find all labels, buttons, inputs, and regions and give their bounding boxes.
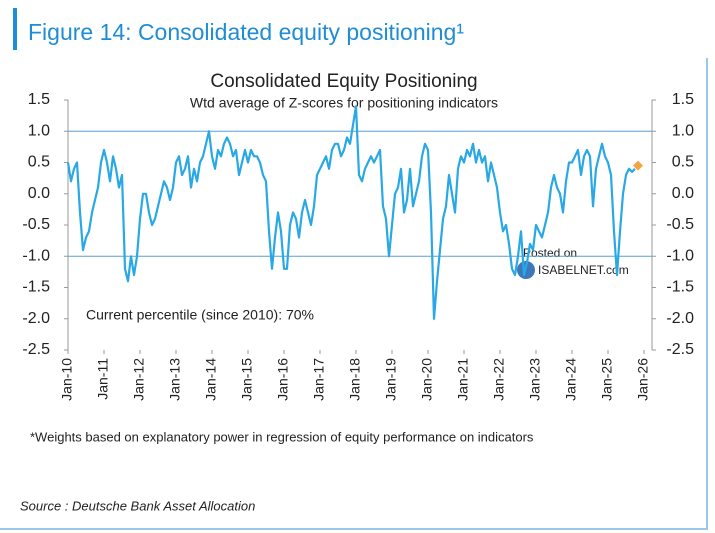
- y-tick-label: 1.5: [28, 91, 50, 108]
- x-tick-label: Jan-21: [455, 358, 471, 401]
- chart-subtitle: Wtd average of Z-scores for positioning …: [190, 95, 498, 111]
- y-tick-label: 1.0: [28, 122, 50, 139]
- watermark-line2: ISABELNET.com: [538, 263, 629, 277]
- x-tick-label: Jan-20: [419, 358, 435, 401]
- x-tick-label: Jan-26: [635, 358, 651, 401]
- y-tick-label-right: -2.5: [666, 341, 694, 358]
- y-tick-label-right: -0.5: [666, 216, 694, 233]
- x-tick-label: Jan-17: [311, 358, 327, 401]
- annotation: Current percentile (since 2010): 70%: [86, 307, 314, 323]
- x-tick-label: Jan-22: [491, 358, 507, 401]
- y-tick-label: -2.5: [22, 341, 50, 358]
- latest-marker: [633, 160, 643, 171]
- footnote: *Weights based on explanatory power in r…: [30, 429, 534, 444]
- chart-title: Consolidated Equity Positioning: [210, 71, 477, 92]
- x-tick-label: Jan-13: [167, 358, 183, 401]
- x-tick-label: Jan-24: [563, 358, 579, 401]
- accent-bar: [13, 8, 17, 50]
- series-line: [66, 105, 636, 320]
- x-tick-label: Jan-25: [599, 358, 615, 401]
- y-tick-label-right: -1.5: [666, 279, 694, 296]
- y-tick-label-right: -2.0: [666, 310, 694, 327]
- y-tick-label-right: 0.0: [672, 185, 694, 202]
- y-tick-label: -0.5: [22, 216, 50, 233]
- y-tick-label: -1.5: [22, 279, 50, 296]
- x-tick-label: Jan-14: [203, 358, 219, 401]
- y-tick-label-right: -1.0: [666, 247, 694, 264]
- y-tick-label: 0.5: [28, 154, 50, 171]
- figure-title: Figure 14: Consolidated equity positioni…: [28, 19, 464, 45]
- x-tick-label: Jan-10: [59, 358, 75, 401]
- y-tick-label-right: 1.5: [672, 91, 694, 108]
- y-tick-label: -2.0: [22, 310, 50, 327]
- x-tick-label: Jan-23: [527, 358, 543, 401]
- source: Source : Deutsche Bank Asset Allocation: [20, 498, 255, 513]
- x-tick-label: Jan-12: [131, 358, 147, 401]
- y-tick-label-right: 0.5: [672, 154, 694, 171]
- y-tick-label: -1.0: [22, 247, 50, 264]
- y-tick-label: 0.0: [28, 185, 50, 202]
- x-tick-label: Jan-19: [383, 358, 399, 401]
- x-tick-label: Jan-16: [275, 358, 291, 401]
- y-tick-label-right: 1.0: [672, 122, 694, 139]
- x-tick-label: Jan-18: [347, 358, 363, 401]
- x-tick-label: Jan-15: [239, 358, 255, 401]
- x-tick-label: Jan-11: [95, 358, 111, 400]
